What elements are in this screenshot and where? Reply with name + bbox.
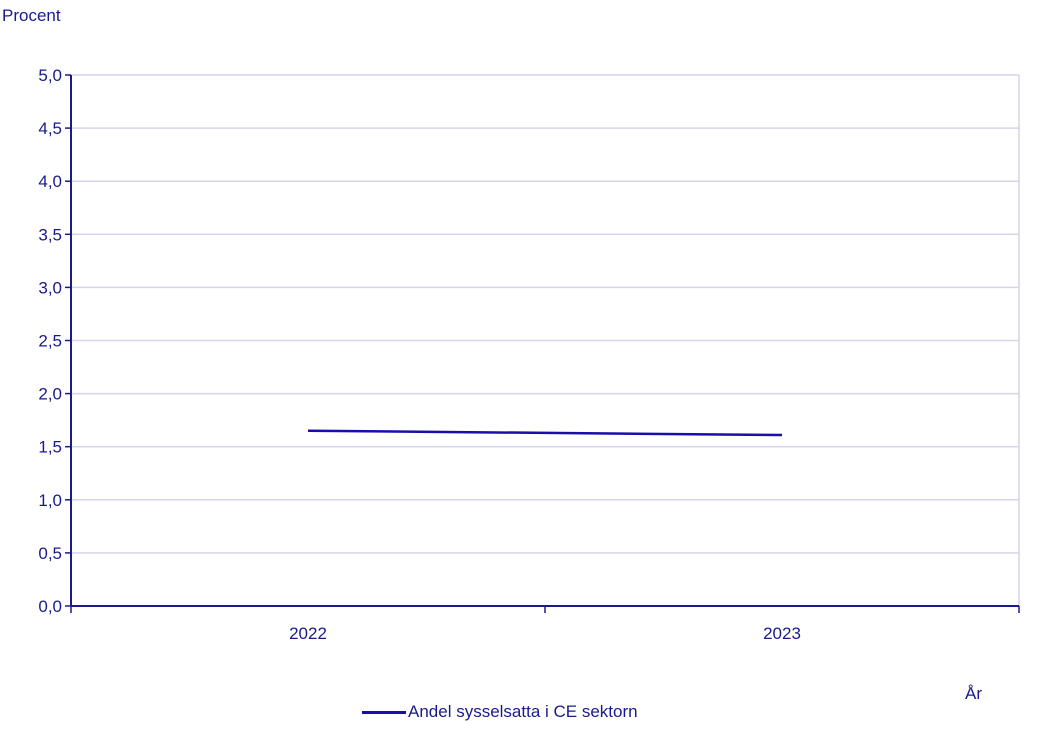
x-tick-label: 2023 xyxy=(763,624,801,643)
y-tick-label: 1,5 xyxy=(38,438,62,457)
y-tick-label: 5,0 xyxy=(38,66,62,85)
x-tick-label: 2022 xyxy=(289,624,327,643)
y-axis-label: Procent xyxy=(2,6,61,25)
y-tick-label: 3,5 xyxy=(38,225,62,244)
gridlines xyxy=(71,74,1020,606)
y-tick-label: 4,0 xyxy=(38,172,62,191)
y-tick-label: 2,0 xyxy=(38,385,62,404)
y-tick-label: 3,0 xyxy=(38,278,62,297)
x-axis-label: År xyxy=(965,684,982,703)
y-tick-label: 4,5 xyxy=(38,119,62,138)
x-axis-ticks: 2022 2023 xyxy=(70,606,1020,643)
legend: Andel sysselsatta i CE sektorn xyxy=(362,702,638,722)
y-tick-label: 1,0 xyxy=(38,491,62,510)
legend-label: Andel sysselsatta i CE sektorn xyxy=(408,702,638,721)
y-tick-label: 2,5 xyxy=(38,332,62,351)
series-lines xyxy=(307,429,783,437)
y-tick-label: 0,0 xyxy=(38,597,62,616)
y-tick-label: 0,5 xyxy=(38,544,62,563)
y-axis-ticks: 0,0 0,5 1,0 1,5 2,0 2,5 3,0 3,5 4,0 4,5 5,0 xyxy=(38,66,71,616)
series-line xyxy=(307,429,783,437)
legend-swatch xyxy=(362,710,406,714)
